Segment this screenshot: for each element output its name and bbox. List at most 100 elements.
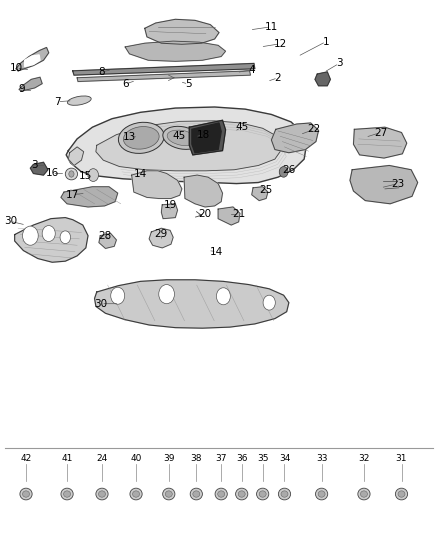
Polygon shape: [252, 187, 268, 200]
Text: 3: 3: [336, 59, 343, 68]
Ellipse shape: [167, 130, 197, 146]
Text: 10: 10: [10, 63, 23, 73]
Polygon shape: [161, 204, 177, 219]
Polygon shape: [149, 228, 173, 248]
Ellipse shape: [281, 491, 288, 497]
Ellipse shape: [315, 488, 328, 500]
Text: 42: 42: [21, 455, 32, 463]
Text: 27: 27: [374, 127, 387, 138]
Polygon shape: [132, 171, 182, 198]
Text: 20: 20: [198, 209, 212, 220]
Text: 34: 34: [279, 455, 290, 463]
Ellipse shape: [61, 488, 73, 500]
Ellipse shape: [257, 488, 269, 500]
Text: 21: 21: [232, 209, 245, 220]
Text: 22: 22: [307, 124, 321, 134]
Ellipse shape: [259, 491, 266, 497]
Text: 23: 23: [392, 179, 405, 189]
Ellipse shape: [22, 491, 29, 497]
Ellipse shape: [318, 491, 325, 497]
Text: 15: 15: [78, 171, 92, 181]
Ellipse shape: [96, 488, 108, 500]
Text: 35: 35: [257, 455, 268, 463]
Ellipse shape: [20, 488, 32, 500]
Text: 2: 2: [275, 73, 281, 83]
Text: 7: 7: [54, 96, 61, 107]
Polygon shape: [68, 147, 84, 165]
Ellipse shape: [124, 126, 159, 149]
Polygon shape: [99, 233, 117, 248]
Polygon shape: [145, 19, 219, 44]
Text: 19: 19: [163, 200, 177, 211]
Polygon shape: [184, 175, 223, 207]
Text: 6: 6: [122, 79, 128, 89]
Polygon shape: [272, 123, 318, 153]
Text: 29: 29: [155, 229, 168, 239]
Text: 4: 4: [248, 65, 255, 75]
Polygon shape: [350, 165, 418, 204]
Text: 36: 36: [236, 455, 247, 463]
Polygon shape: [16, 47, 49, 71]
Ellipse shape: [190, 488, 202, 500]
Polygon shape: [66, 107, 306, 183]
Polygon shape: [315, 72, 330, 86]
Text: 12: 12: [273, 39, 287, 49]
Text: 8: 8: [98, 67, 104, 77]
Text: 32: 32: [358, 455, 370, 463]
Circle shape: [42, 225, 55, 241]
Text: 33: 33: [316, 455, 327, 463]
Text: 14: 14: [210, 247, 223, 256]
Ellipse shape: [279, 488, 290, 500]
Ellipse shape: [99, 491, 106, 497]
Circle shape: [69, 171, 74, 177]
Polygon shape: [73, 63, 255, 75]
Ellipse shape: [162, 488, 175, 500]
Text: 37: 37: [215, 455, 227, 463]
Polygon shape: [189, 120, 226, 155]
Ellipse shape: [165, 491, 172, 497]
Text: 45: 45: [235, 122, 248, 132]
Text: 31: 31: [396, 455, 407, 463]
Circle shape: [88, 168, 99, 181]
Ellipse shape: [65, 168, 78, 180]
Polygon shape: [61, 187, 118, 207]
Ellipse shape: [67, 96, 91, 106]
Polygon shape: [14, 217, 88, 262]
Polygon shape: [77, 71, 251, 82]
Text: 3: 3: [32, 160, 38, 171]
Text: 39: 39: [163, 455, 174, 463]
Text: 41: 41: [61, 455, 73, 463]
Text: 1: 1: [323, 37, 329, 46]
Ellipse shape: [64, 491, 71, 497]
Circle shape: [22, 226, 38, 245]
Text: 16: 16: [46, 168, 59, 179]
Polygon shape: [96, 121, 283, 171]
Polygon shape: [218, 207, 240, 225]
Text: 40: 40: [131, 455, 142, 463]
Circle shape: [279, 166, 288, 177]
Polygon shape: [95, 280, 289, 328]
Ellipse shape: [218, 491, 225, 497]
Circle shape: [111, 287, 125, 304]
Polygon shape: [30, 163, 48, 175]
Ellipse shape: [398, 491, 405, 497]
Ellipse shape: [118, 122, 164, 154]
Ellipse shape: [193, 491, 200, 497]
Ellipse shape: [133, 491, 140, 497]
Polygon shape: [25, 55, 40, 67]
Text: 18: 18: [197, 130, 210, 140]
Text: 11: 11: [265, 22, 278, 32]
Ellipse shape: [215, 488, 227, 500]
Ellipse shape: [238, 491, 245, 497]
Text: 45: 45: [172, 131, 185, 141]
Text: 24: 24: [96, 455, 108, 463]
Text: 38: 38: [191, 455, 202, 463]
Circle shape: [263, 295, 276, 310]
Text: 9: 9: [18, 84, 25, 94]
Ellipse shape: [130, 488, 142, 500]
Ellipse shape: [360, 491, 367, 497]
Ellipse shape: [396, 488, 408, 500]
Polygon shape: [19, 77, 42, 91]
Circle shape: [216, 288, 230, 305]
Text: 30: 30: [4, 216, 17, 227]
